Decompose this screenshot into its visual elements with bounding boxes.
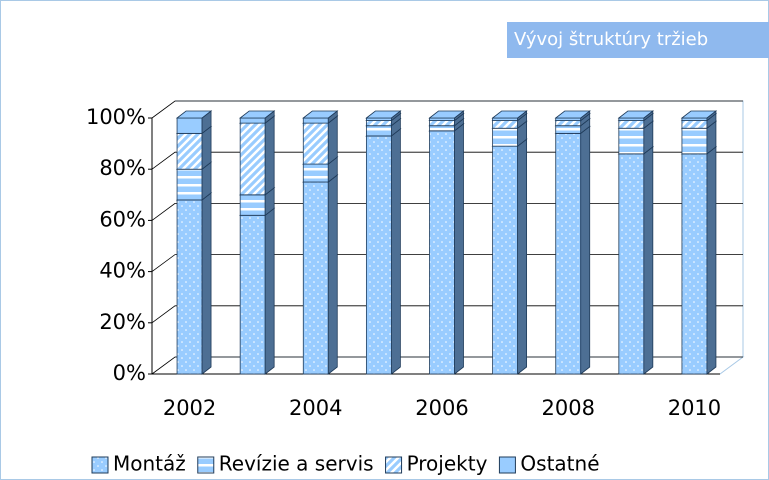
bar-segment bbox=[555, 120, 582, 127]
y-tick-label: 100% bbox=[86, 105, 146, 129]
bar-side bbox=[643, 146, 654, 375]
legend-swatch bbox=[385, 456, 403, 474]
bar-segment bbox=[176, 199, 203, 375]
bar-segment bbox=[239, 117, 266, 124]
bar-top bbox=[175, 110, 213, 119]
bar-side bbox=[454, 122, 464, 375]
bar-segment bbox=[492, 127, 519, 147]
chart-title: Vývoj štruktúry tržieb bbox=[514, 29, 708, 50]
bar-segment bbox=[239, 194, 266, 216]
bar-segment bbox=[365, 120, 392, 127]
bar-top bbox=[302, 110, 339, 119]
x-tick-label: 2006 bbox=[415, 396, 468, 420]
legend-swatch bbox=[91, 456, 109, 474]
bar-segment bbox=[176, 132, 203, 170]
grid-line bbox=[151, 203, 743, 221]
bar-top bbox=[428, 110, 465, 119]
bar-side bbox=[327, 174, 338, 375]
bar-side bbox=[517, 138, 528, 375]
bar-segment bbox=[239, 122, 266, 196]
bar-segment bbox=[429, 125, 455, 132]
bar-segment bbox=[492, 145, 519, 375]
legend-label: Montáž bbox=[113, 452, 186, 476]
bar-segment bbox=[555, 125, 582, 134]
legend-label: Revízie a servis bbox=[219, 452, 374, 476]
bar-side bbox=[706, 146, 717, 375]
bar-segment bbox=[492, 120, 519, 129]
y-tick-label: 80% bbox=[99, 156, 146, 180]
bar-segment bbox=[618, 120, 645, 129]
x-tick-label: 2010 bbox=[668, 396, 721, 420]
x-tick-label: 2008 bbox=[541, 396, 594, 420]
bar-top bbox=[239, 110, 276, 119]
bar-side bbox=[580, 125, 591, 375]
bar-side bbox=[264, 115, 275, 196]
title-box bbox=[507, 22, 769, 58]
x-tick-label: 2002 bbox=[163, 396, 216, 420]
grid-line bbox=[151, 100, 743, 119]
bar-segment bbox=[429, 120, 455, 127]
legend-label: Ostatné bbox=[520, 452, 599, 476]
y-tick-label: 0% bbox=[113, 361, 146, 385]
bar-top bbox=[617, 110, 654, 119]
bar-side bbox=[264, 207, 275, 375]
bar-segment bbox=[618, 127, 645, 155]
bar-segment bbox=[302, 122, 329, 165]
bar-segment bbox=[681, 153, 708, 375]
bar-segment bbox=[555, 132, 582, 375]
y-tick-label: 20% bbox=[99, 310, 146, 334]
bar-segment bbox=[302, 117, 329, 124]
bar-segment bbox=[176, 117, 203, 134]
bar-segment bbox=[429, 130, 455, 375]
grid-line bbox=[151, 254, 743, 272]
bar-top bbox=[680, 110, 718, 119]
legend-swatch bbox=[498, 456, 516, 474]
bar-side bbox=[201, 192, 212, 375]
bar-segment bbox=[618, 153, 645, 375]
bar-segment bbox=[302, 181, 329, 375]
bar-segment bbox=[365, 125, 392, 137]
grid-line bbox=[151, 356, 743, 375]
bar-segment bbox=[681, 127, 708, 155]
grid-line bbox=[151, 305, 743, 324]
bar-segment bbox=[176, 168, 203, 201]
legend-label: Projekty bbox=[407, 452, 488, 476]
bar-side bbox=[327, 115, 338, 165]
legend-swatch bbox=[197, 456, 215, 474]
bar-side bbox=[390, 128, 401, 375]
y-tick-label: 60% bbox=[99, 207, 146, 231]
x-tick-label: 2004 bbox=[289, 396, 342, 420]
bar-segment bbox=[681, 120, 708, 129]
bar-top bbox=[554, 110, 591, 119]
bar-segment bbox=[365, 135, 392, 375]
y-tick-label: 40% bbox=[99, 259, 146, 283]
grid-line bbox=[151, 151, 743, 170]
bar-top bbox=[491, 110, 528, 119]
bar-segment bbox=[239, 214, 266, 375]
bar-top bbox=[365, 110, 402, 119]
bar-segment bbox=[302, 163, 329, 183]
